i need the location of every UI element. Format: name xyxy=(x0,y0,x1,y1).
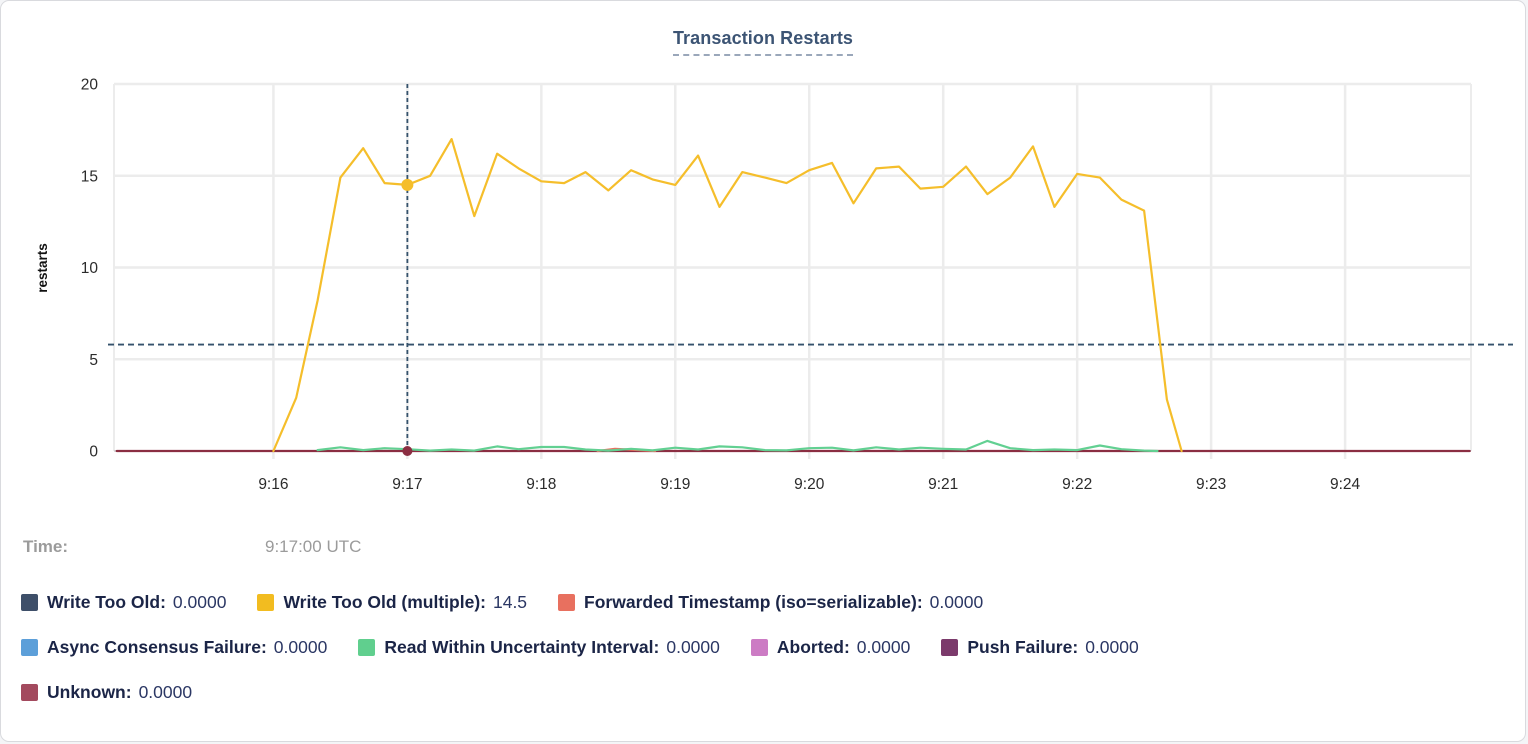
legend-swatch-async-consensus-failure xyxy=(21,638,38,656)
legend-row: Async Consensus Failure: 0.0000 Read Withi… xyxy=(1,636,1525,658)
legend-item-write-too-old-multiple: Write Too Old (multiple): 14.5 xyxy=(257,592,527,613)
transaction-restarts-chart[interactable]: 0 5 10 15 20 9:16 9:17 9:18 9:19 9:20 9:21 9:22 9:23… xyxy=(1,1,1526,501)
legend-item-write-too-old: Write Too Old: 0.0000 xyxy=(21,592,226,613)
legend-label: Read Within Uncertainty Interval: xyxy=(384,636,660,657)
x-tick-label: 9:19 xyxy=(660,476,690,493)
legend-value: 0.0000 xyxy=(138,681,193,702)
legend-swatch-write-too-old xyxy=(21,593,38,611)
series-line-read-within-uncertainty-interval xyxy=(316,439,1159,453)
legend-value: 0.0000 xyxy=(172,591,227,612)
x-tick-label: 9:20 xyxy=(794,476,825,493)
legend-value: 0.0000 xyxy=(1085,636,1139,657)
legend-swatch-push-failure xyxy=(941,638,959,656)
legend-item-forwarded-timestamp-iso-serializable: Forwarded Timestamp (iso=serializable): 0… xyxy=(558,592,983,613)
y-axis-label: restarts xyxy=(35,243,50,293)
x-tick-label: 9:16 xyxy=(258,476,288,493)
legend-item-push-failure: Push Failure: 0.0000 xyxy=(941,636,1139,658)
legend-label: Unknown: xyxy=(47,681,132,702)
legend-row: Write Too Old: 0.0000 Write Too Old (multi… xyxy=(1,591,1525,613)
x-tick-label: 9:24 xyxy=(1330,476,1361,493)
legend-item-aborted: Aborted: 0.0000 xyxy=(750,636,911,658)
legend-swatch-unknown xyxy=(21,683,38,701)
legend-item-async-consensus-failure: Async Consensus Failure: 0.0000 xyxy=(21,637,327,658)
legend-swatch-read-within-uncertainty-interval xyxy=(358,638,376,656)
legend-swatch-write-too-old-multiple xyxy=(257,593,275,611)
y-tick-label: 15 xyxy=(81,168,98,185)
x-tick-label: 9:22 xyxy=(1062,476,1092,493)
legend-value: 0.0000 xyxy=(929,591,984,612)
x-tick-label: 9:17 xyxy=(392,476,422,493)
legend-item-read-within-uncertainty-interval: Read Within Uncertainty Interval: 0.0000 xyxy=(358,637,720,658)
tooltip-time-label: Time: xyxy=(23,537,69,556)
legend-value: 14.5 xyxy=(492,591,528,612)
x-tick-label: 9:18 xyxy=(526,476,556,493)
legend-row: Unknown: 0.0000 xyxy=(1,681,1525,703)
legend-swatch-forwarded-timestamp-iso-serializable xyxy=(558,593,576,611)
legend-item-unknown: Unknown: 0.0000 xyxy=(21,682,192,703)
legend-label: Async Consensus Failure: xyxy=(47,636,267,657)
tooltip-time-value: 9:17:00 UTC xyxy=(265,537,362,556)
y-tick-label: 0 xyxy=(89,444,98,461)
legend-label: Write Too Old: xyxy=(47,591,166,612)
series-line-write-too-old-multiple xyxy=(272,138,1183,453)
legend-label: Aborted: xyxy=(776,636,850,657)
y-tick-label: 10 xyxy=(81,260,99,277)
legend-swatch-aborted xyxy=(750,638,768,656)
crosshair-dot-unknown xyxy=(402,446,413,456)
x-tick-label: 9:23 xyxy=(1196,476,1226,493)
chart-legend: Write Too Old: 0.0000 Write Too Old (multi… xyxy=(1,591,1525,726)
tooltip-time-row: Time: 9:17:00 UTC xyxy=(1,537,1525,559)
crosshair-dot-write-too-old-multiple xyxy=(401,178,414,191)
x-tick-label: 9:21 xyxy=(928,476,958,493)
legend-value: 0.0000 xyxy=(273,636,328,657)
legend-label: Write Too Old (multiple): xyxy=(283,591,486,612)
y-tick-label: 5 xyxy=(89,352,98,369)
legend-value: 0.0000 xyxy=(666,636,720,657)
legend-value: 0.0000 xyxy=(856,636,911,657)
legend-label: Forwarded Timestamp (iso=serializable): xyxy=(584,591,923,612)
chart-title-wrap: Transaction Restarts xyxy=(1,28,1525,56)
chart-title[interactable]: Transaction Restarts xyxy=(672,28,854,56)
y-tick-label: 20 xyxy=(81,77,99,94)
legend-label: Push Failure: xyxy=(967,636,1079,657)
